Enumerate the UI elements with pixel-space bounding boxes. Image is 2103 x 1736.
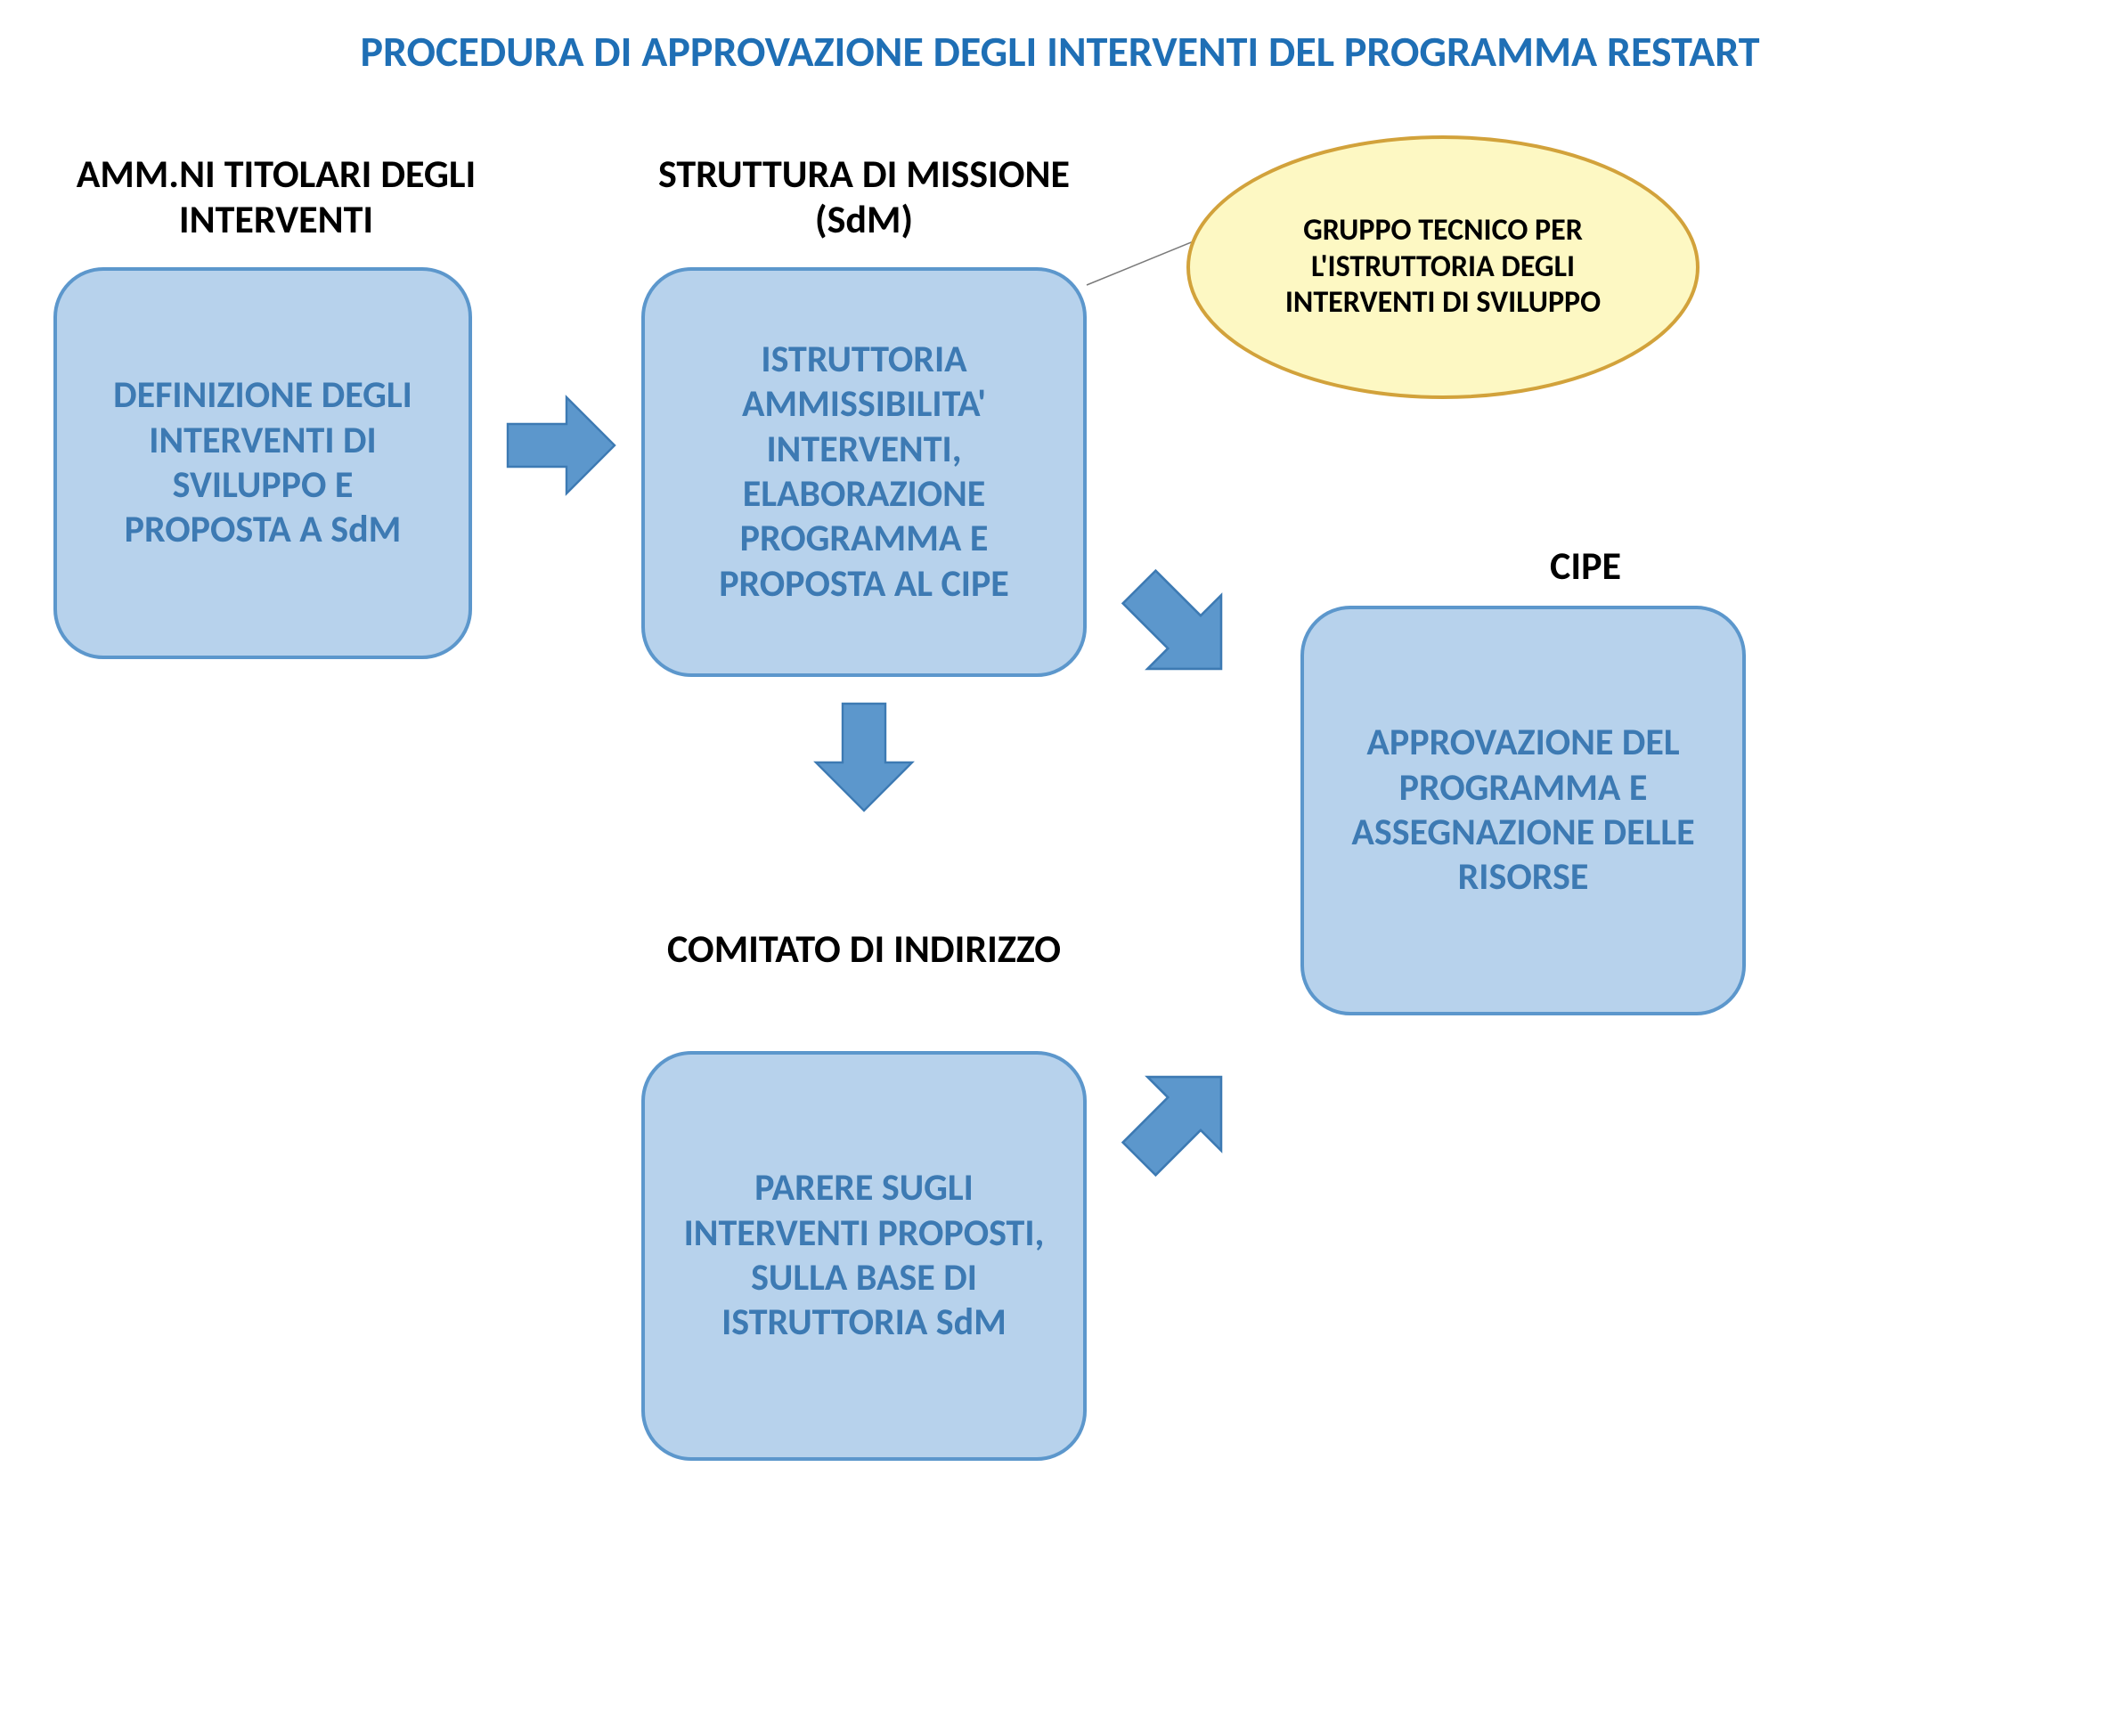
hdr-amm: AMM.NI TITOLARI DEGLI INTERVENTI (53, 151, 499, 241)
box-amm: DEFINIZIONE DEGLI INTERVENTI DI SVILUPPO… (53, 267, 472, 659)
main-title: PROCEDURA DI APPROVAZIONE DEGLI INTERVEN… (89, 27, 2031, 76)
box-sdm: ISTRUTTORIA AMMISSIBILITA' INTERVENTI, E… (641, 267, 1087, 677)
box-cipe: APPROVAZIONE DEL PROGRAMMA E ASSEGNAZION… (1300, 606, 1746, 1015)
hdr-comitato: COMITATO DI INDIRIZZO (650, 926, 1078, 972)
flowchart-canvas: PROCEDURA DI APPROVAZIONE DEGLI INTERVEN… (0, 0, 2103, 1736)
arrow-sdm-comitato (811, 704, 917, 811)
ellipse-gruppo: GRUPPO TECNICO PER L'ISTRUTTORIA DEGLI I… (1185, 134, 1701, 401)
hdr-cipe: CIPE (1443, 543, 1728, 589)
ellipse-label: GRUPPO TECNICO PER L'ISTRUTTORIA DEGLI I… (1185, 213, 1701, 322)
arrow-sdm-cipe (1098, 546, 1262, 710)
arrow-comitato-cipe (1098, 1036, 1262, 1200)
box-comitato: PARERE SUGLI INTERVENTI PROPOSTI, SULLA … (641, 1051, 1087, 1461)
arrow-amm-sdm (508, 392, 615, 499)
hdr-sdm: STRUTTURA DI MISSIONE (SdM) (650, 151, 1078, 241)
